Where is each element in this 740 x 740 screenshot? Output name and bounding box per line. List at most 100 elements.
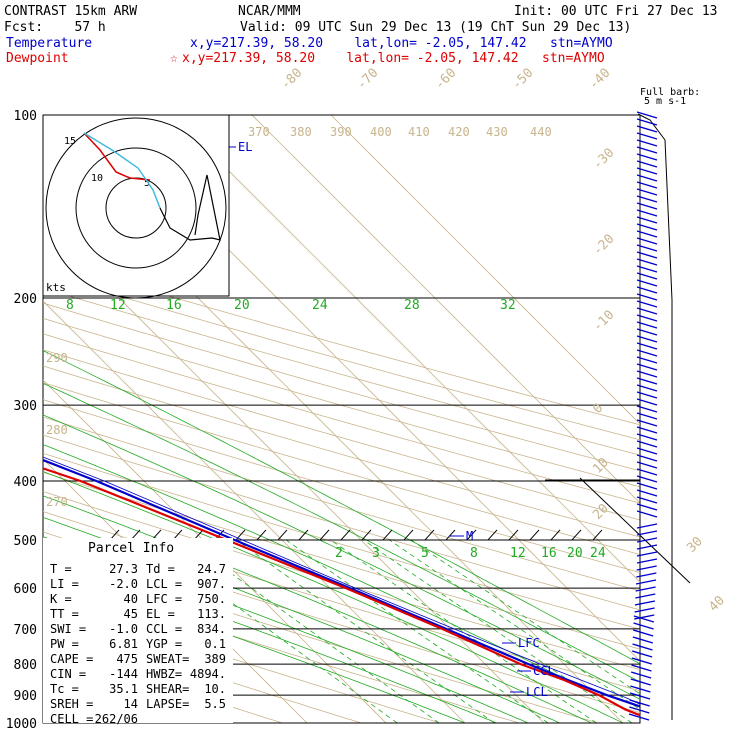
pressure-label: 400: [14, 475, 37, 490]
wind-barb: [636, 461, 658, 469]
pressure-label: 800: [14, 658, 37, 673]
wind-barb: [636, 482, 658, 490]
hodograph-trace-high: [159, 174, 221, 241]
parcel-value: 27.3: [109, 562, 138, 576]
isotherm-label: 0: [590, 401, 606, 417]
wind-barb: [636, 272, 658, 280]
hodograph-trace-mid: [83, 132, 161, 209]
mixing-ratio-label: 2: [335, 546, 343, 561]
wind-barb: [636, 265, 658, 273]
parcel-label: Tc =: [50, 682, 79, 696]
parcel-label: LI =: [50, 577, 79, 591]
isotherm-label: -30: [590, 146, 617, 173]
parcel-value: 113.: [197, 607, 226, 621]
wind-barb: [636, 223, 658, 231]
isotherm-label: -80: [278, 66, 305, 93]
mixing-ratio-label: 5: [421, 546, 429, 561]
level-label-el: EL: [238, 140, 252, 154]
wind-barb: [636, 363, 658, 371]
barb-legend-sub: 5 m s-1: [644, 96, 686, 107]
moist-adiabat-line: [43, 414, 640, 700]
parcel-label: SHEAR=: [146, 682, 189, 696]
isotherm-label: -60: [432, 66, 459, 93]
moist-adiabat-label: 32: [500, 298, 516, 313]
isotherm-label: 20: [590, 501, 612, 523]
wind-barb: [636, 496, 658, 504]
parcel-value: -1.0: [109, 622, 138, 636]
wind-barb: [636, 251, 658, 259]
hatch-mark: [592, 529, 603, 541]
pressure-label: 1000: [6, 717, 37, 732]
wind-barb: [634, 600, 656, 606]
parcel-label: PW =: [50, 637, 79, 651]
isotherm-line: [330, 115, 640, 425]
parcel-label: CCL =: [146, 622, 182, 636]
moist-adiabat-line: [43, 495, 592, 723]
isotherm-label: 40: [706, 593, 728, 615]
dewpoint-legend: Dewpoint: [6, 51, 69, 66]
wind-barb: [636, 195, 658, 203]
hodograph-ring-label: 15: [64, 136, 76, 147]
hatch-mark: [277, 529, 288, 541]
mixing-ratio-line: [185, 539, 440, 723]
hodograph-ring-label: 5: [144, 178, 150, 189]
frame-slant: [545, 479, 641, 560]
wind-barb: [635, 586, 656, 592]
hodograph-ring-label: 10: [91, 173, 103, 184]
level-label-lfc: LFC: [518, 636, 540, 650]
parcel-value: 6.81: [109, 637, 138, 651]
parcel-label: LAPSE=: [146, 697, 189, 711]
mixing-ratio-label: 3: [372, 546, 380, 561]
moist-adiabat-label: 12: [110, 298, 126, 313]
isotherm-label: -20: [590, 232, 617, 259]
dry-adiabat-line: [43, 596, 442, 723]
mixing-ratio-line: [363, 539, 633, 723]
wind-barb: [636, 503, 658, 511]
wind-barb: [631, 664, 652, 672]
wind-barb: [636, 244, 658, 252]
parcel-label: EL =: [146, 607, 175, 621]
hatch-mark: [256, 529, 267, 541]
mixing-ratio-label: 8: [470, 546, 478, 561]
hodograph-units: kts: [46, 281, 66, 294]
wind-barb: [631, 657, 653, 665]
wind-barb: [636, 216, 658, 224]
wind-barb: [630, 685, 651, 693]
pressure-label: 900: [14, 689, 37, 704]
mixing-ratio-label: 16: [541, 546, 557, 561]
wind-barb: [636, 160, 658, 168]
parcel-label: CAPE =: [50, 652, 93, 666]
parcel-value: 0.1: [204, 637, 226, 651]
moist-adiabat-label: 24: [312, 298, 328, 313]
wind-barb: [636, 349, 658, 357]
hatch-mark: [487, 529, 498, 541]
wind-barb: [636, 188, 658, 196]
wind-barb: [636, 440, 658, 448]
temperature-location: x,y=217.39, 58.20 lat,lon= -2.05, 147.42…: [190, 36, 613, 51]
moist-adiabat-line: [43, 350, 640, 665]
hatch-mark: [361, 529, 372, 541]
parcel-value: 834.: [197, 622, 226, 636]
wind-barb: [636, 433, 658, 441]
wind-barb: [636, 230, 658, 238]
dry-adiabat-line: [43, 471, 640, 650]
dry-adiabat-line: [43, 273, 640, 441]
wind-barb: [634, 614, 655, 620]
parcel-value: 45: [124, 607, 138, 621]
mixing-ratio-line: [285, 539, 549, 723]
wind-barb: [636, 125, 658, 133]
wind-barb: [631, 650, 653, 658]
parcel-value: -2.0: [109, 577, 138, 591]
wind-barb: [636, 167, 658, 175]
level-label-lcl: LCL: [526, 685, 548, 699]
pressure-label: 500: [14, 534, 37, 549]
wind-barb: [636, 279, 658, 287]
wind-barb: [629, 706, 650, 714]
hatch-mark: [571, 529, 582, 541]
parcel-value: 10.: [204, 682, 226, 696]
wind-barb: [636, 523, 658, 529]
barb-staff-guide: [637, 113, 673, 720]
init-time: Init: 00 UTC Fri 27 Dec 13: [514, 4, 718, 19]
isotherm-label: -40: [586, 66, 613, 93]
